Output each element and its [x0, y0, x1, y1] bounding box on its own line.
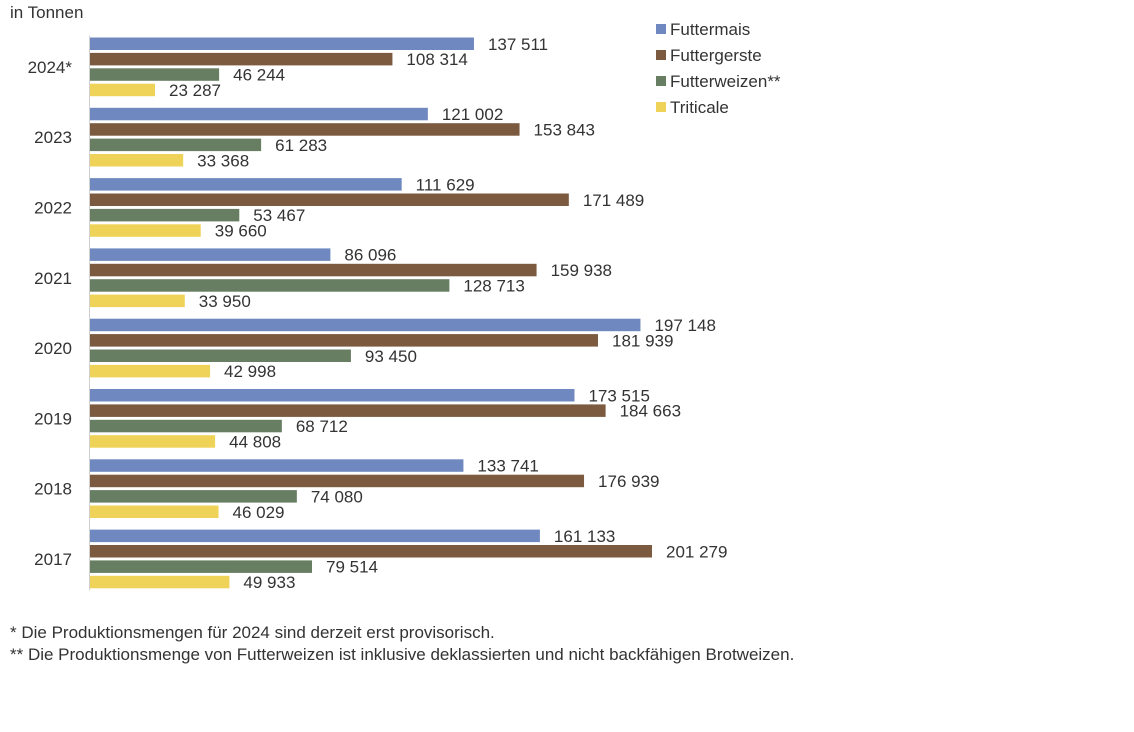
data-label: 176 939 [598, 472, 659, 491]
data-label: 153 843 [534, 120, 595, 139]
bar [90, 294, 185, 308]
bar [90, 349, 351, 362]
footnote-futterweizen: ** Die Produktionsmenge von Futterweizen… [10, 645, 795, 664]
bar [90, 208, 240, 222]
bar [90, 474, 585, 488]
bar [90, 248, 331, 261]
data-label: 74 080 [311, 487, 363, 506]
category-label: 2018 [34, 480, 72, 499]
bar [90, 52, 393, 66]
category-label: 2019 [34, 409, 72, 428]
data-label: 42 998 [224, 362, 276, 381]
bar [90, 545, 652, 558]
category-label: 2020 [34, 339, 72, 358]
data-label: 23 287 [169, 81, 221, 100]
bar [90, 178, 402, 191]
data-label: 111 629 [416, 175, 475, 194]
legend-label: Futtergerste [670, 46, 762, 65]
bar [90, 224, 201, 237]
data-label: 46 244 [233, 66, 285, 85]
category-label: 2024* [28, 58, 73, 77]
data-label: 39 660 [215, 222, 267, 241]
bar [90, 83, 156, 97]
data-label: 61 283 [275, 136, 327, 155]
data-label: 53 467 [253, 206, 305, 225]
bar [90, 435, 216, 448]
bar [90, 107, 428, 121]
bar [90, 37, 474, 50]
bar [90, 123, 520, 136]
legend-label: Futtermais [670, 20, 750, 39]
data-label: 46 029 [233, 503, 285, 522]
bar [90, 318, 641, 332]
unit-label: in Tonnen [10, 3, 84, 22]
bar [90, 193, 569, 206]
data-label: 184 663 [620, 402, 681, 421]
data-label: 33 368 [197, 151, 249, 170]
bar [90, 575, 230, 589]
data-label: 93 450 [365, 347, 417, 366]
data-label: 201 279 [666, 542, 727, 561]
legend-swatch [656, 76, 666, 86]
data-label: 197 148 [654, 316, 715, 335]
data-label: 44 808 [229, 432, 281, 451]
data-label: 137 511 [488, 35, 548, 54]
bar [90, 138, 262, 152]
data-label: 171 489 [583, 191, 644, 210]
data-label: 181 939 [612, 331, 673, 350]
bar [90, 279, 450, 292]
data-label: 79 514 [326, 558, 378, 577]
data-label: 159 938 [551, 261, 612, 280]
category-label: 2021 [34, 269, 72, 288]
bar [90, 154, 184, 167]
legend-label: Triticale [670, 98, 729, 117]
bar [90, 263, 537, 277]
footnotes: * Die Produktionsmengen für 2024 sind de… [10, 622, 810, 666]
data-label: 68 712 [296, 417, 348, 436]
bar [90, 529, 540, 543]
bar [90, 419, 282, 433]
data-label: 49 933 [243, 573, 295, 592]
bar [90, 389, 575, 402]
bar [90, 490, 297, 503]
legend-swatch [656, 50, 666, 60]
bar [90, 68, 220, 81]
data-label: 33 950 [199, 292, 251, 311]
data-label: 121 002 [442, 105, 503, 124]
data-label: 173 515 [588, 386, 649, 405]
data-label: 128 713 [463, 276, 524, 295]
data-label: 161 133 [554, 527, 615, 546]
data-label: 108 314 [406, 50, 467, 69]
bar [90, 505, 219, 518]
bar-chart: 2024* 137 511 108 314 46 244 23 287 2023 121 0… [28, 20, 781, 592]
bar [90, 560, 313, 573]
legend-swatch [656, 102, 666, 112]
footnote-provisional: * Die Produktionsmengen für 2024 sind de… [10, 623, 495, 642]
category-label: 2022 [34, 198, 72, 217]
data-label: 133 741 [477, 457, 538, 476]
legend-swatch [656, 24, 666, 34]
category-label: 2017 [34, 550, 72, 569]
bar [90, 459, 464, 472]
data-label: 86 096 [344, 246, 396, 265]
bar [90, 334, 598, 347]
legend-label: Futterweizen** [670, 72, 781, 91]
category-label: 2023 [34, 128, 72, 147]
bar [90, 404, 606, 417]
bar [90, 364, 211, 378]
